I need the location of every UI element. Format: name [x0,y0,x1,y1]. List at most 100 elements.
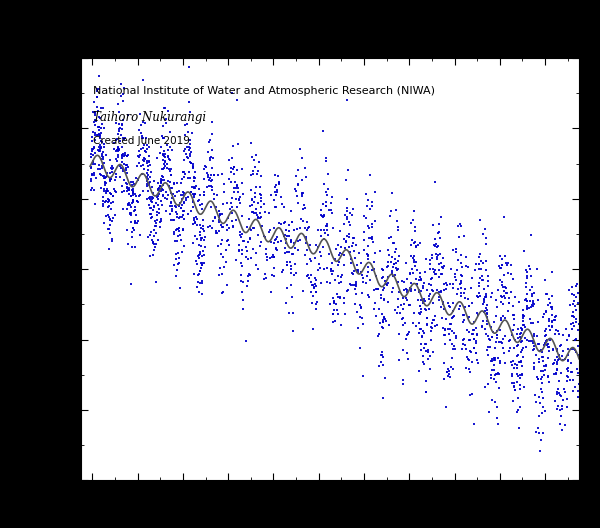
Point [554,389,564,398]
Point [509,397,518,405]
Point [174,259,184,268]
Point [140,155,149,164]
Point [536,436,545,444]
Point [244,255,253,263]
Point [311,287,320,296]
Point [231,194,241,203]
Point [521,295,530,304]
Point [493,286,503,295]
Point [289,249,298,258]
Point [430,266,440,274]
Point [365,171,375,179]
Point [277,200,287,209]
Point [569,322,578,331]
Point [225,204,235,213]
Point [172,210,182,218]
Point [554,354,564,363]
Point [149,238,158,246]
Point [394,251,404,260]
Point [322,202,331,211]
Point [570,302,580,310]
Point [307,278,316,287]
Point [148,195,157,203]
Point [334,309,343,318]
Point [149,226,159,234]
Point [473,293,482,301]
Point [126,192,136,201]
Point [152,215,162,224]
Point [188,182,197,191]
Point [569,313,578,321]
Point [95,147,104,156]
Point [523,274,532,282]
Point [503,258,513,267]
Point [214,213,224,221]
Point [252,169,262,178]
Point [157,165,167,173]
Point [523,335,532,344]
Point [269,251,278,260]
Text: Created June 2019: Created June 2019 [94,136,190,146]
Point [236,233,246,241]
Point [209,171,218,179]
Point [515,385,524,393]
Point [398,313,407,322]
Point [336,277,346,286]
Point [145,201,154,209]
Point [188,197,198,205]
Point [277,237,286,246]
Point [543,372,553,380]
Point [287,269,296,277]
Point [554,351,563,360]
Point [351,282,361,290]
Point [272,186,281,194]
Point [436,213,445,222]
Point [88,157,98,165]
Point [128,190,137,199]
Point [205,156,215,165]
Point [481,306,490,315]
Point [482,309,492,317]
Point [418,284,428,292]
Point [210,213,220,222]
Point [533,265,542,274]
Point [358,314,367,322]
Point [402,331,412,339]
Point [539,362,549,371]
Point [556,391,565,400]
Point [355,313,365,321]
Point [342,195,352,203]
Point [509,311,518,319]
Point [127,209,136,217]
Point [499,312,508,320]
Point [91,128,100,137]
Point [460,316,469,325]
Point [328,259,337,267]
Point [547,310,557,319]
Point [91,108,100,117]
Point [496,338,506,346]
Point [178,213,187,221]
Point [137,132,147,140]
Point [298,188,308,197]
Point [274,219,284,228]
Point [342,207,352,215]
Point [103,187,113,195]
Point [519,247,529,255]
Point [549,359,559,367]
Point [117,120,127,128]
Point [457,292,466,300]
Point [122,182,132,191]
Point [179,173,188,182]
Point [538,347,547,356]
Point [448,246,458,254]
Point [243,277,253,286]
Point [205,222,214,230]
Point [129,206,139,215]
Point [518,320,528,329]
Point [264,209,274,218]
Point [457,344,467,353]
Point [261,250,271,258]
Point [425,265,434,273]
Point [184,63,194,72]
